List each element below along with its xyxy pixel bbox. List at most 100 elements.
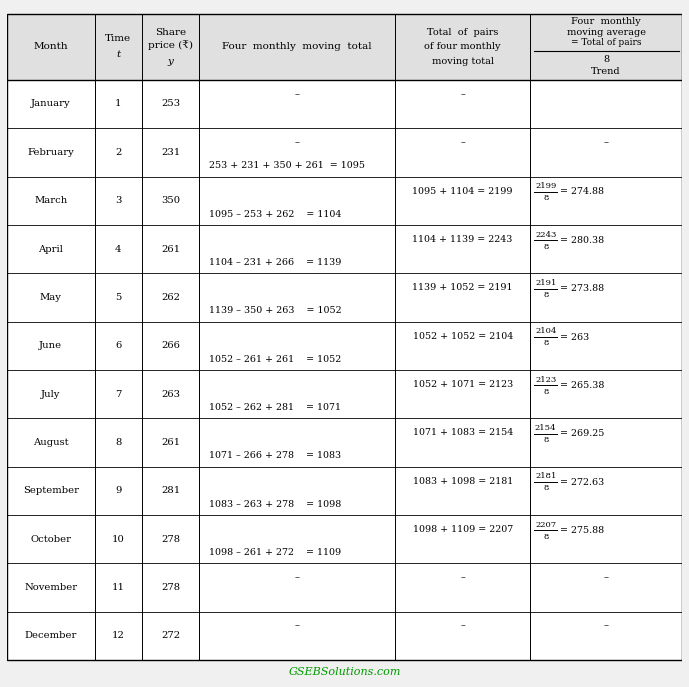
Text: = 263: = 263 — [560, 333, 589, 341]
Bar — [7, 225, 682, 273]
Text: 2207: 2207 — [535, 521, 556, 528]
Text: 1071 – 266 + 278    = 1083: 1071 – 266 + 278 = 1083 — [209, 451, 342, 460]
Text: January: January — [31, 100, 70, 109]
Text: 11: 11 — [112, 583, 125, 592]
Text: 2104: 2104 — [535, 327, 557, 335]
Text: –: – — [295, 573, 300, 583]
Text: 2191: 2191 — [535, 279, 557, 287]
Text: 2123: 2123 — [535, 376, 556, 383]
Text: 261: 261 — [161, 245, 181, 254]
Text: 1083 + 1098 = 2181: 1083 + 1098 = 2181 — [413, 477, 513, 486]
Text: 1098 – 261 + 272    = 1109: 1098 – 261 + 272 = 1109 — [209, 548, 342, 557]
Text: 2243: 2243 — [535, 231, 557, 238]
Text: 1104 – 231 + 266    = 1139: 1104 – 231 + 266 = 1139 — [209, 258, 342, 267]
Text: moving total: moving total — [432, 57, 493, 66]
Text: –: – — [460, 138, 465, 147]
Bar — [7, 80, 682, 128]
Text: 8: 8 — [543, 387, 548, 396]
Text: July: July — [41, 390, 61, 398]
Bar — [7, 515, 682, 563]
Text: 1104 + 1139 = 2243: 1104 + 1139 = 2243 — [413, 235, 513, 244]
Text: 1052 + 1052 = 2104: 1052 + 1052 = 2104 — [413, 332, 513, 341]
Text: Trend: Trend — [591, 67, 621, 76]
Text: –: – — [604, 138, 608, 147]
Text: = 273.88: = 273.88 — [560, 284, 604, 293]
Text: 281: 281 — [161, 486, 181, 495]
Text: 1095 + 1104 = 2199: 1095 + 1104 = 2199 — [413, 186, 513, 196]
Text: y: y — [167, 57, 174, 66]
Text: September: September — [23, 486, 79, 495]
Text: 350: 350 — [161, 196, 181, 205]
Text: Month: Month — [34, 42, 68, 52]
Text: March: March — [34, 196, 68, 205]
Text: = 265.38: = 265.38 — [560, 381, 604, 390]
Text: Total  of  pairs: Total of pairs — [427, 27, 498, 36]
Text: 8: 8 — [543, 291, 548, 299]
Text: 278: 278 — [161, 534, 181, 543]
Text: 1: 1 — [115, 100, 121, 109]
Text: 3: 3 — [115, 196, 121, 205]
Text: = 272.63: = 272.63 — [560, 477, 604, 486]
Text: 272: 272 — [161, 631, 181, 640]
Text: May: May — [40, 293, 62, 302]
Text: 253: 253 — [161, 100, 181, 109]
Text: GSEBSolutions.com: GSEBSolutions.com — [288, 666, 401, 677]
Text: June: June — [39, 341, 62, 350]
Bar — [7, 273, 682, 322]
Text: 1098 + 1109 = 2207: 1098 + 1109 = 2207 — [413, 525, 513, 534]
Text: 231: 231 — [161, 148, 181, 157]
Text: price (₹): price (₹) — [148, 41, 193, 50]
Bar — [7, 14, 682, 80]
Text: 4: 4 — [115, 245, 121, 254]
Bar — [7, 418, 682, 466]
Text: = Total of pairs: = Total of pairs — [571, 38, 641, 47]
Text: = 269.25: = 269.25 — [560, 429, 604, 438]
Text: 1052 – 262 + 281    = 1071: 1052 – 262 + 281 = 1071 — [209, 403, 342, 412]
Text: 8: 8 — [543, 436, 548, 444]
Text: April: April — [39, 245, 63, 254]
Text: Four  monthly  moving  total: Four monthly moving total — [223, 42, 372, 52]
Text: –: – — [460, 573, 465, 583]
Text: t: t — [116, 50, 121, 59]
Text: –: – — [460, 622, 465, 631]
Text: 9: 9 — [115, 486, 121, 495]
Text: 1071 + 1083 = 2154: 1071 + 1083 = 2154 — [413, 428, 513, 437]
Text: August: August — [33, 438, 69, 447]
Text: 2: 2 — [115, 148, 121, 157]
Bar — [7, 322, 682, 370]
Text: February: February — [28, 148, 74, 157]
Bar — [7, 177, 682, 225]
Bar — [7, 128, 682, 177]
Text: November: November — [24, 583, 77, 592]
Text: 8: 8 — [543, 532, 548, 541]
Text: 2154: 2154 — [535, 424, 557, 432]
Text: December: December — [25, 631, 77, 640]
Text: 278: 278 — [161, 583, 181, 592]
Text: 262: 262 — [161, 293, 180, 302]
Bar — [7, 466, 682, 515]
Text: 1083 – 263 + 278    = 1098: 1083 – 263 + 278 = 1098 — [209, 499, 342, 509]
Text: = 274.88: = 274.88 — [560, 188, 604, 196]
Text: 8: 8 — [603, 55, 609, 64]
Text: 1095 – 253 + 262    = 1104: 1095 – 253 + 262 = 1104 — [209, 210, 342, 218]
Text: 8: 8 — [543, 243, 548, 251]
Text: –: – — [604, 622, 608, 631]
Text: = 280.38: = 280.38 — [560, 236, 604, 245]
Text: 5: 5 — [115, 293, 121, 302]
Text: moving average: moving average — [566, 27, 646, 36]
Text: Four  monthly: Four monthly — [571, 17, 641, 26]
Text: October: October — [30, 534, 71, 543]
Text: 263: 263 — [161, 390, 180, 398]
Text: –: – — [295, 90, 300, 99]
Text: –: – — [604, 573, 608, 583]
Text: 6: 6 — [115, 341, 121, 350]
Text: –: – — [295, 138, 300, 147]
Text: 7: 7 — [115, 390, 121, 398]
Text: 253 + 231 + 350 + 261  = 1095: 253 + 231 + 350 + 261 = 1095 — [209, 161, 365, 170]
Text: 2199: 2199 — [535, 182, 557, 190]
Text: 1052 + 1071 = 2123: 1052 + 1071 = 2123 — [413, 380, 513, 389]
Text: Share: Share — [155, 27, 186, 36]
Bar — [7, 563, 682, 611]
Text: 8: 8 — [543, 194, 548, 202]
Text: 10: 10 — [112, 534, 125, 543]
